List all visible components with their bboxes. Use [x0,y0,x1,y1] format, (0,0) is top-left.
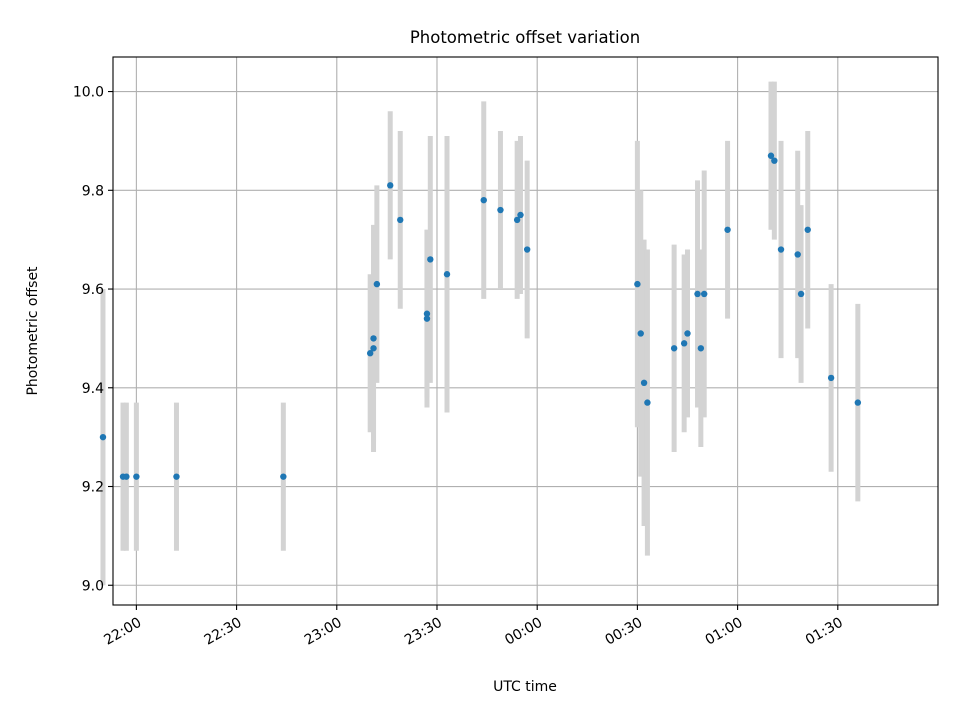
data-point [370,335,377,342]
data-point [397,216,404,224]
y-tick-label: 9.4 [82,381,104,397]
y-tick-label: 10.0 [73,85,104,101]
data-point [497,206,504,214]
data-point [777,246,785,253]
data-point [480,196,487,204]
data-point [767,152,775,159]
data-point [697,345,705,352]
data-point [640,379,648,387]
data-point [670,345,678,352]
data-point [133,473,140,480]
x-axis-label: UTC time [493,679,557,695]
data-point [797,290,805,298]
data-point [694,290,701,298]
data-point [724,226,731,233]
data-point [684,330,691,337]
data-point [387,182,394,189]
plot-frame [112,56,939,606]
data-point [523,246,531,253]
data-point [644,399,651,406]
data-point [423,310,431,317]
data-point [680,340,688,347]
data-point [634,280,641,288]
y-tick-label: 9.8 [82,183,104,199]
data-point [366,350,374,357]
y-axis-ticks: 9.0 9.2 9.4 9.6 9.8 10.0 [73,85,113,594]
data-point [804,226,811,233]
data-point [827,374,835,382]
data-point [517,211,524,219]
data-point [99,433,107,441]
data-point [370,345,377,352]
data-point [637,330,644,337]
y-axis-label: Photometric offset [25,266,41,396]
data-points [99,152,862,480]
y-tick-label: 9.2 [82,480,104,496]
data-point [173,473,180,480]
y-tick-label: 9.0 [82,578,104,594]
y-tick-label: 9.6 [82,282,104,298]
data-point [794,251,801,258]
data-point [700,290,708,298]
data-point [423,315,431,322]
chart-title: Photometric offset variation [410,28,640,47]
data-point [771,157,778,164]
data-point [373,280,381,288]
data-point [123,473,130,480]
data-point [280,473,287,480]
data-point [443,271,451,278]
data-point [513,216,521,224]
data-point [427,256,434,263]
data-point [854,399,862,406]
